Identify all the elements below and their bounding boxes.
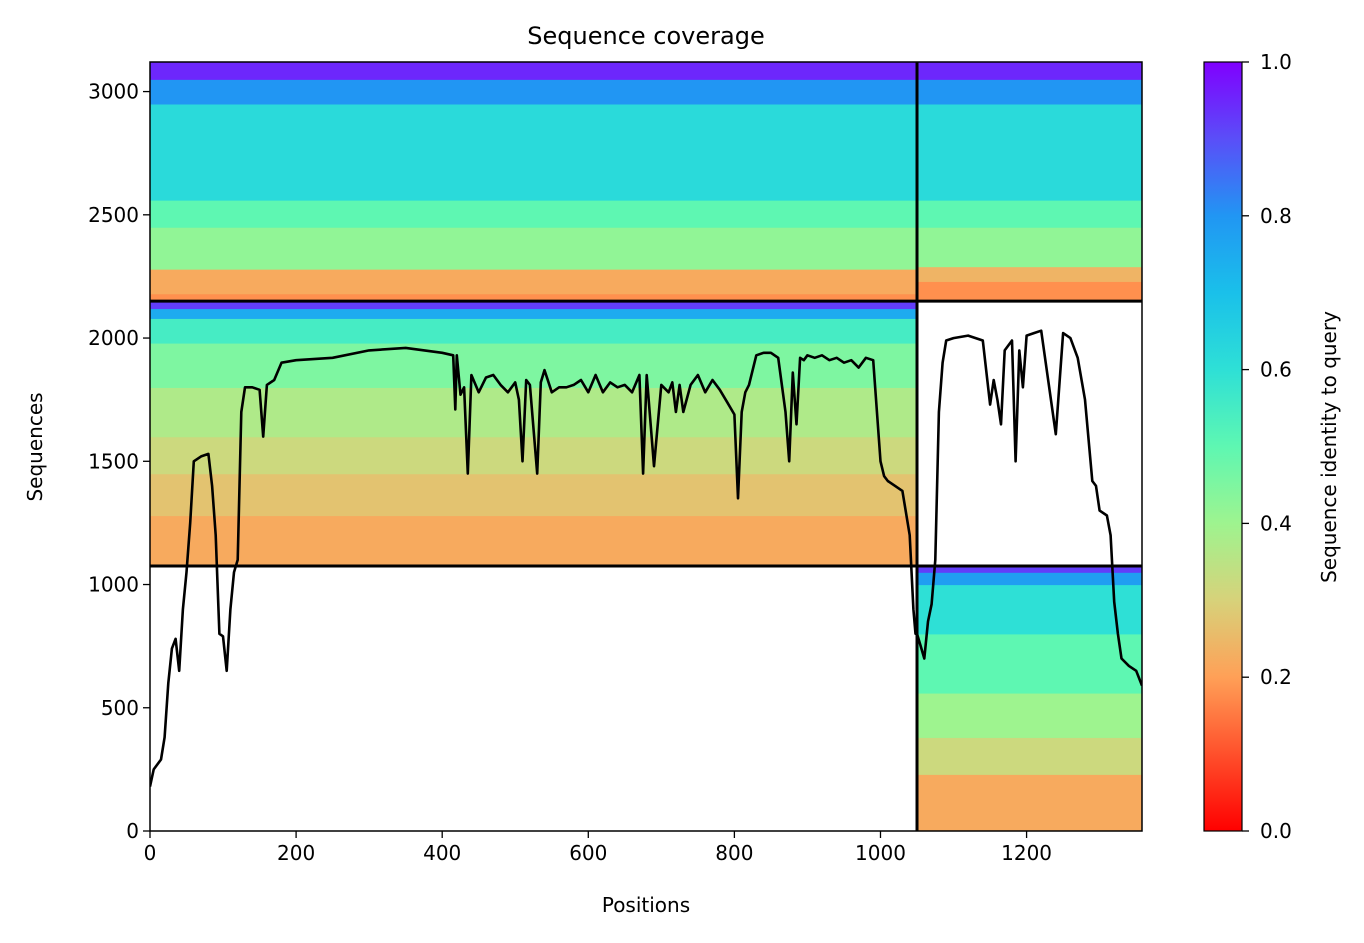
identity-band — [150, 227, 918, 270]
x-tick-label: 800 — [715, 841, 753, 865]
domain-divider-layer — [150, 62, 1142, 831]
y-axis-ticks: 0 500 1000 1500 2000 2500 3000 — [88, 80, 150, 843]
identity-band — [917, 566, 1142, 573]
colorbar-tick-label: 0.4 — [1260, 511, 1292, 535]
identity-band — [150, 308, 918, 319]
y-tick-label: 2000 — [88, 326, 139, 350]
identity-band — [150, 269, 918, 295]
coverage-heatmap — [150, 62, 1142, 831]
x-tick-label: 200 — [277, 841, 315, 865]
x-axis-ticks: 0 200 400 600 800 1000 1200 — [144, 831, 1052, 865]
identity-band — [917, 227, 1142, 268]
colorbar-tick-label: 0.6 — [1260, 358, 1292, 382]
coverage-line — [150, 329, 1142, 787]
y-tick-label: 2500 — [88, 203, 139, 227]
y-tick-label: 1500 — [88, 449, 139, 473]
colorbar-tick-label: 0.0 — [1260, 819, 1292, 843]
identity-band — [917, 266, 1142, 282]
identity-band — [917, 774, 1142, 831]
y-tick-label: 1000 — [88, 573, 139, 597]
x-tick-label: 0 — [144, 841, 157, 865]
colorbar-tick-label: 1.0 — [1260, 50, 1292, 74]
x-tick-label: 400 — [423, 841, 461, 865]
colorbar — [1203, 61, 1243, 832]
y-tick-label: 0 — [126, 819, 139, 843]
identity-band — [917, 200, 1142, 228]
identity-band — [917, 633, 1142, 694]
x-axis-label: Positions — [602, 893, 690, 917]
y-axis-label: Sequences — [23, 392, 47, 501]
colorbar-ticks: 0.0 0.2 0.4 0.6 0.8 1.0 — [1242, 50, 1292, 843]
identity-band — [150, 103, 918, 201]
identity-band — [917, 584, 1142, 635]
identity-band — [917, 79, 1142, 105]
y-tick-label: 500 — [101, 696, 139, 720]
identity-band — [150, 318, 918, 344]
identity-band — [917, 103, 1142, 201]
chart-title: Sequence coverage — [527, 22, 764, 50]
identity-band — [917, 692, 1142, 738]
identity-band — [150, 200, 918, 228]
coverage-line-layer — [150, 329, 1142, 787]
identity-band — [150, 79, 918, 105]
identity-band — [917, 62, 1142, 80]
identity-band — [917, 737, 1142, 775]
plot-frame — [149, 61, 1143, 832]
colorbar-tick-label: 0.8 — [1260, 204, 1292, 228]
colorbar-tick-label: 0.2 — [1260, 665, 1292, 689]
identity-band — [150, 293, 918, 302]
colorbar-label: Sequence identity to query — [1317, 311, 1341, 583]
identity-band — [150, 62, 918, 80]
identity-band — [150, 342, 918, 388]
x-tick-label: 1000 — [855, 841, 906, 865]
y-tick-label: 3000 — [88, 80, 139, 104]
identity-band — [917, 281, 1142, 302]
x-tick-label: 1200 — [1001, 841, 1052, 865]
x-tick-label: 600 — [569, 841, 607, 865]
identity-band — [150, 301, 918, 310]
identity-band — [150, 515, 918, 567]
identity-band — [917, 572, 1142, 586]
identity-band — [150, 473, 918, 517]
